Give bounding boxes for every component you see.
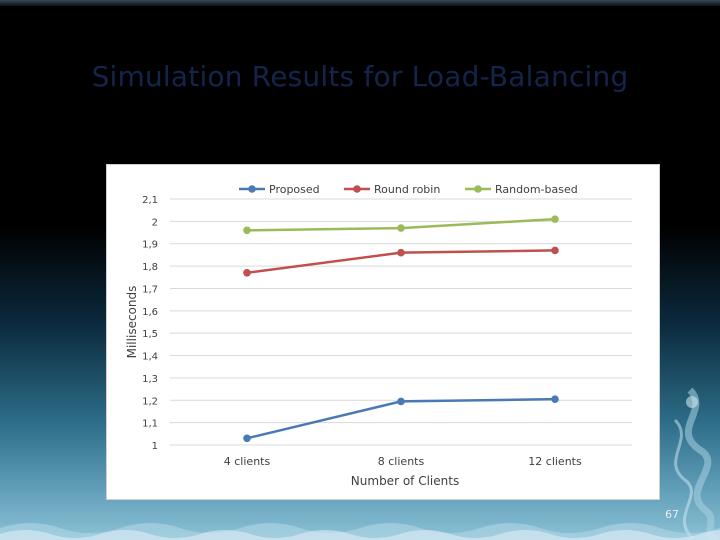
x-tick-label: 4 clients bbox=[224, 455, 271, 468]
legend-marker bbox=[474, 185, 482, 193]
legend-label: Round robin bbox=[374, 183, 440, 196]
wave-decoration bbox=[0, 523, 720, 540]
legend-marker bbox=[353, 185, 361, 193]
y-tick-label: 1,8 bbox=[142, 262, 158, 273]
x-axis-title: Number of Clients bbox=[351, 474, 459, 488]
slide-title: Simulation Results for Load-Balancing bbox=[91, 60, 629, 93]
y-tick-label: 1,1 bbox=[142, 419, 158, 430]
dragon-decoration bbox=[673, 387, 720, 540]
x-tick-label: 8 clients bbox=[378, 455, 425, 468]
data-point bbox=[551, 395, 559, 403]
data-point bbox=[397, 224, 405, 232]
legend-label: Proposed bbox=[269, 183, 320, 196]
y-tick-label: 1,5 bbox=[142, 329, 158, 340]
line-chart: 1 1,1 1,2 1,3 1,4 1,5 1,6 1,7 1,8 1,9 2 2,1 4 client… bbox=[125, 183, 632, 488]
top-band bbox=[0, 0, 720, 6]
data-point bbox=[397, 397, 405, 406]
y-tick-label: 1,2 bbox=[142, 396, 158, 407]
legend-marker bbox=[248, 185, 256, 193]
x-tick-label: 12 clients bbox=[528, 455, 582, 468]
chart-panel: 1 1,1 1,2 1,3 1,4 1,5 1,6 1,7 1,8 1,9 2 2,1 4 client… bbox=[106, 164, 660, 500]
legend-label: Random-based bbox=[495, 183, 578, 196]
y-tick-label: 2 bbox=[152, 217, 158, 228]
data-point bbox=[551, 246, 559, 255]
y-tick-label: 1,4 bbox=[142, 352, 158, 363]
data-point bbox=[551, 215, 559, 223]
y-tick-label: 1,9 bbox=[142, 240, 158, 251]
data-point bbox=[243, 226, 251, 235]
data-point bbox=[243, 434, 251, 443]
y-axis-title: Milliseconds bbox=[125, 286, 139, 359]
y-tick-label: 1,6 bbox=[142, 307, 158, 318]
y-tick-label: 1 bbox=[152, 441, 158, 452]
y-tick-label: 1,3 bbox=[142, 374, 158, 385]
y-tick-label: 2,1 bbox=[142, 195, 158, 206]
page-number: 67 bbox=[665, 508, 679, 521]
data-point bbox=[397, 248, 405, 257]
y-tick-label: 1,7 bbox=[142, 284, 158, 295]
data-point bbox=[243, 269, 251, 277]
